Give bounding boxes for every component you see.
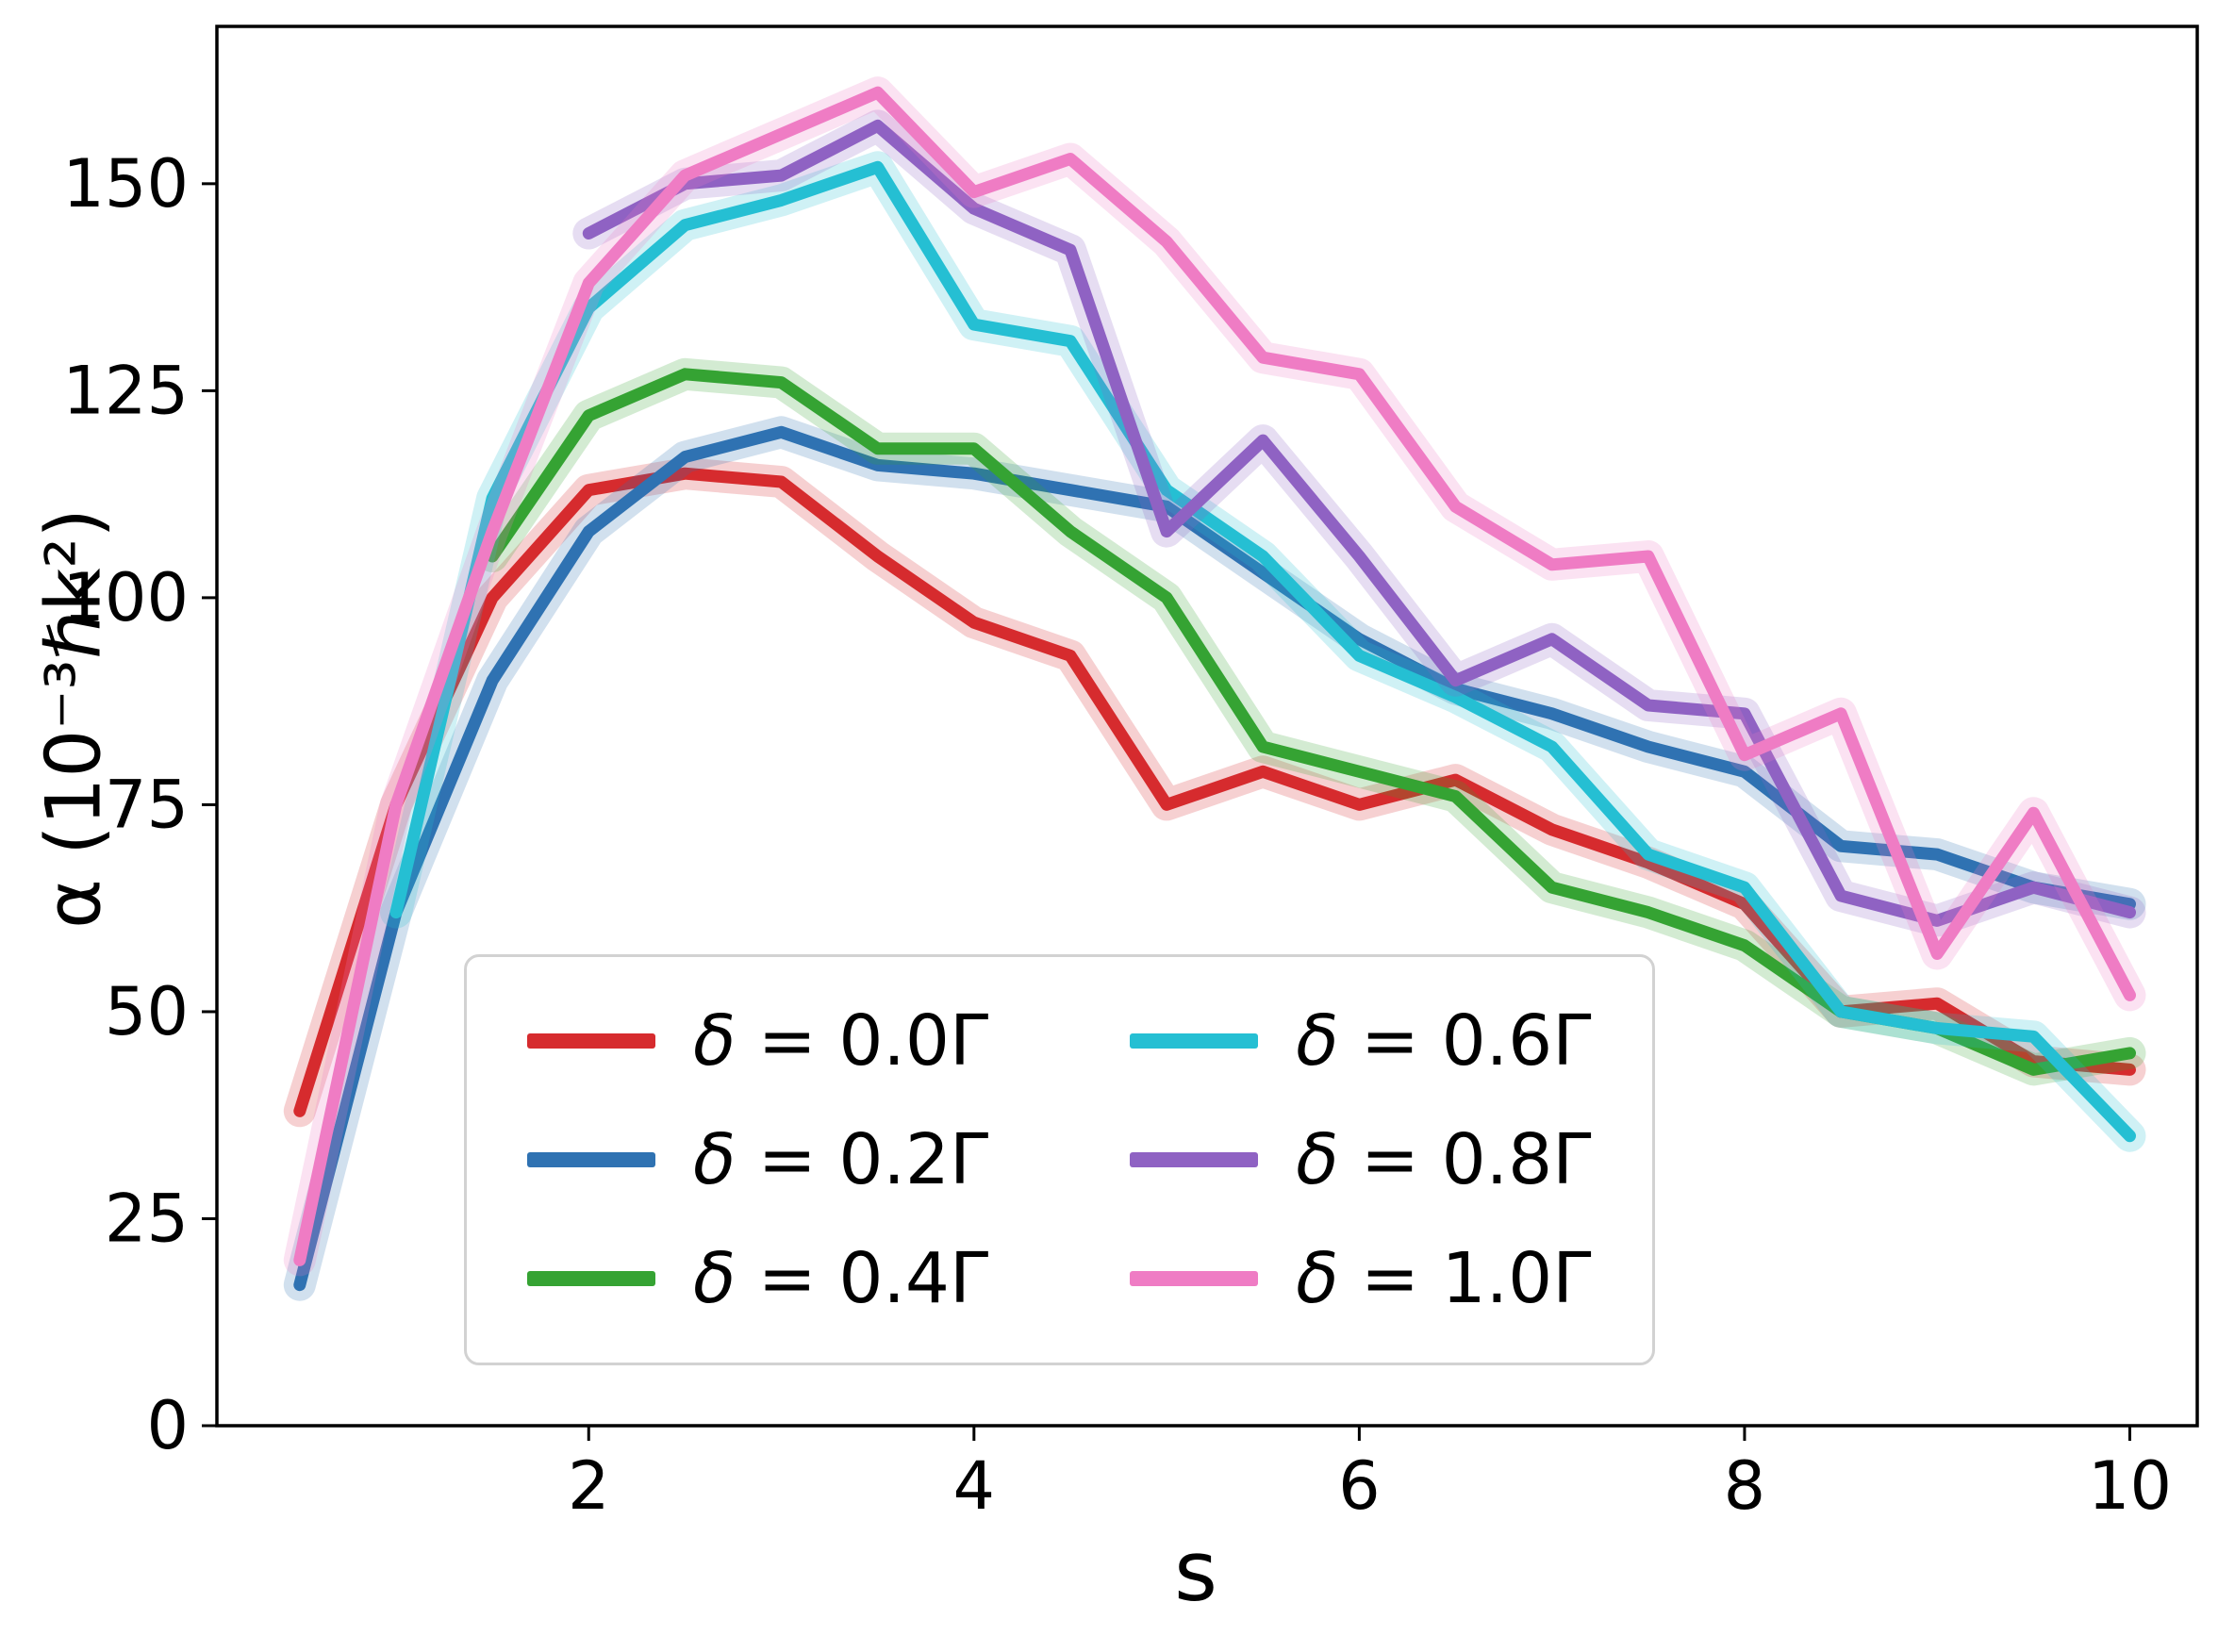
series-line-1 xyxy=(293,425,2136,1292)
series-line-5 xyxy=(293,86,2136,1266)
legend-item-2: δ = 0.4Γ xyxy=(527,1238,988,1319)
legend-color-swatch xyxy=(527,1271,655,1286)
legend-color-swatch xyxy=(1130,1033,1259,1049)
x-tick-label: 10 xyxy=(2088,1447,2172,1525)
y-tick-label: 150 xyxy=(62,145,189,223)
x-axis-label: s xyxy=(1174,1523,1217,1620)
legend-label: δ = 1.0Γ xyxy=(1296,1238,1592,1319)
y-tick-label: 25 xyxy=(105,1180,189,1257)
legend-label: δ = 0.0Γ xyxy=(693,1000,989,1082)
series-group xyxy=(283,76,2146,1301)
legend-label: δ = 0.4Γ xyxy=(693,1238,989,1319)
series-line-4 xyxy=(582,119,2136,927)
legend-color-swatch xyxy=(527,1152,655,1167)
y-axis-label: α (10⁻³ℏk²) xyxy=(29,508,118,929)
series-line-3 xyxy=(389,160,2136,1143)
x-tick-label: 8 xyxy=(1724,1447,1766,1525)
legend-label: δ = 0.2Γ xyxy=(693,1119,989,1200)
legend-color-swatch xyxy=(1130,1152,1259,1167)
legend-item-3: δ = 0.6Γ xyxy=(1130,1000,1592,1082)
axes-spines xyxy=(215,25,2199,1428)
y-tick-label: 125 xyxy=(62,352,189,429)
y-tick-label: 75 xyxy=(105,766,189,843)
legend-color-swatch xyxy=(1130,1271,1259,1286)
legend-item-0: δ = 0.0Γ xyxy=(527,1000,988,1082)
x-tick-label: 2 xyxy=(568,1447,610,1525)
legend-item-5: δ = 1.0Γ xyxy=(1130,1238,1592,1319)
legend-color-swatch xyxy=(527,1033,655,1049)
legend-label: δ = 0.6Γ xyxy=(1296,1000,1592,1082)
legend-item-4: δ = 0.8Γ xyxy=(1130,1119,1592,1200)
y-tick-label: 50 xyxy=(105,973,189,1050)
legend-item-1: δ = 0.2Γ xyxy=(527,1119,988,1200)
x-tick-label: 4 xyxy=(953,1447,996,1525)
legend: δ = 0.0Γ δ = 0.2Γ δ = 0.4Γ δ = 0.6Γ δ = 0.8Γ… xyxy=(464,954,1655,1365)
y-tick-label: 100 xyxy=(62,559,189,636)
y-tick-label: 0 xyxy=(146,1387,189,1464)
legend-label: δ = 0.8Γ xyxy=(1296,1119,1592,1200)
x-tick-label: 6 xyxy=(1338,1447,1381,1525)
